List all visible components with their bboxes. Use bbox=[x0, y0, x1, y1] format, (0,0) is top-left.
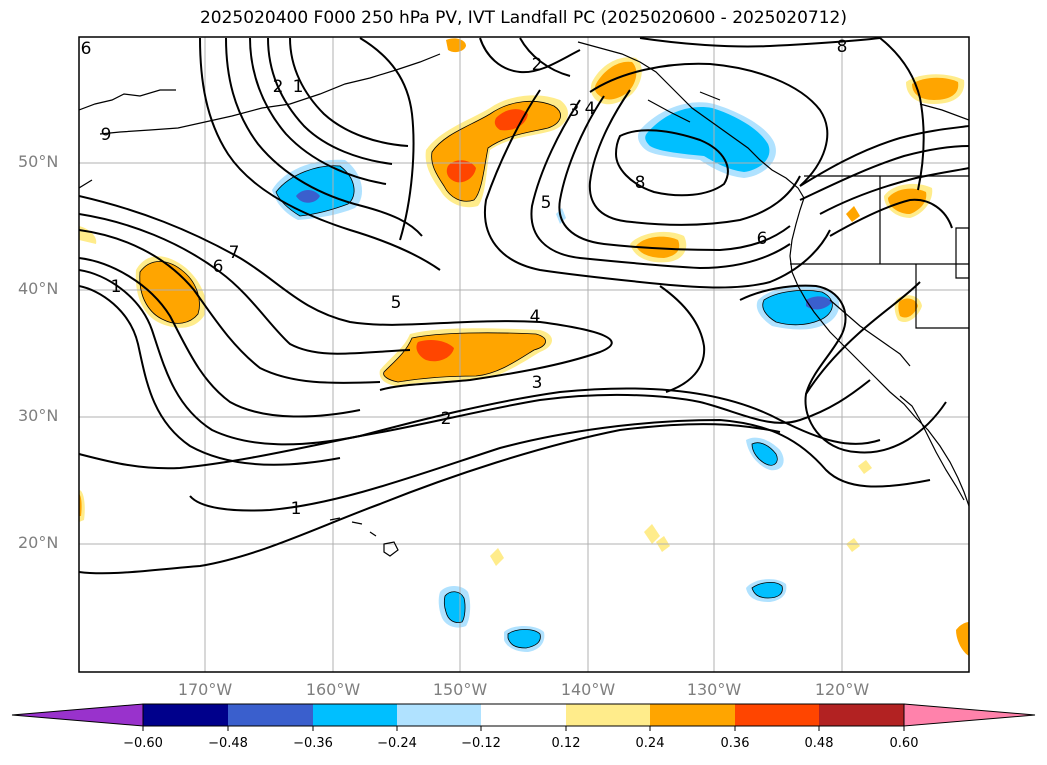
contour-label: 2 bbox=[441, 409, 452, 429]
colorbar-swatch bbox=[143, 704, 228, 726]
contour-label: 1 bbox=[291, 499, 302, 519]
contour-label: 5 bbox=[391, 293, 402, 313]
lat-label-20n: 20°N bbox=[18, 533, 59, 552]
graticule bbox=[79, 37, 969, 672]
contour-label: 4 bbox=[585, 99, 596, 119]
contour-label: 3 bbox=[532, 373, 543, 393]
colorbar-tick-label: 0.60 bbox=[889, 736, 919, 751]
contour-label: 2 bbox=[273, 77, 284, 97]
contour-label: 2 bbox=[532, 55, 543, 75]
contour-label: 5 bbox=[541, 193, 552, 213]
colorbar-swatch bbox=[397, 704, 481, 726]
pv-contours bbox=[79, 37, 969, 575]
lat-label-50n: 50°N bbox=[18, 152, 59, 171]
colorbar-tick-label: 0.12 bbox=[551, 736, 581, 751]
colorbar-swatch bbox=[566, 704, 650, 726]
contour-label: 1 bbox=[111, 277, 122, 297]
colorbar-tick-label: 0.48 bbox=[804, 736, 834, 751]
colorbar-swatch bbox=[819, 704, 904, 726]
contour-label: 8 bbox=[837, 37, 848, 57]
lon-label-160w: 160°W bbox=[305, 680, 361, 699]
lon-label-130w: 130°W bbox=[686, 680, 742, 699]
colorbar-tick-label: −0.36 bbox=[293, 736, 333, 751]
colorbar-swatch bbox=[903, 703, 1036, 727]
contour-label: 3 bbox=[569, 101, 580, 121]
lat-label-30n: 30°N bbox=[18, 406, 59, 425]
lon-label-170w: 170°W bbox=[177, 680, 233, 699]
lat-label-40n: 40°N bbox=[18, 279, 59, 298]
contour-label: 6 bbox=[757, 229, 768, 249]
contour-label: 1 bbox=[293, 77, 304, 97]
lon-label-150w: 150°W bbox=[432, 680, 488, 699]
contour-label: 9 bbox=[101, 125, 112, 145]
colorbar-tick-label: 0.24 bbox=[635, 736, 665, 751]
lon-label-140w: 140°W bbox=[560, 680, 616, 699]
colorbar-swatch bbox=[650, 704, 735, 726]
colorbar-tick-label: 0.36 bbox=[720, 736, 750, 751]
colorbar-tick-label: −0.60 bbox=[123, 736, 163, 751]
contour-label: 8 bbox=[635, 173, 646, 193]
colorbar-tick-label: −0.48 bbox=[208, 736, 248, 751]
colorbar-swatch bbox=[11, 703, 144, 727]
colorbar-tick-label: −0.12 bbox=[461, 736, 501, 751]
colorbar bbox=[11, 703, 1036, 731]
colorbar-swatch bbox=[481, 704, 566, 726]
colorbar-swatch bbox=[313, 704, 397, 726]
contour-label: 4 bbox=[530, 307, 541, 327]
contour-label: 7 bbox=[229, 243, 240, 263]
lon-label-120w: 120°W bbox=[814, 680, 870, 699]
map-frame bbox=[78, 36, 970, 673]
positive-anomaly-patches bbox=[79, 38, 969, 656]
patch-outlines bbox=[139, 101, 833, 649]
colorbar-tick-label: −0.24 bbox=[377, 736, 417, 751]
contour-label: 6 bbox=[213, 257, 224, 277]
coastlines bbox=[79, 41, 969, 557]
colorbar-swatch bbox=[735, 704, 819, 726]
colorbar-swatch bbox=[228, 704, 313, 726]
chart-title: 2025020400 F000 250 hPa PV, IVT Landfall… bbox=[199, 8, 847, 28]
contour-label: 6 bbox=[81, 39, 92, 59]
negative-anomaly-patches bbox=[272, 102, 840, 652]
